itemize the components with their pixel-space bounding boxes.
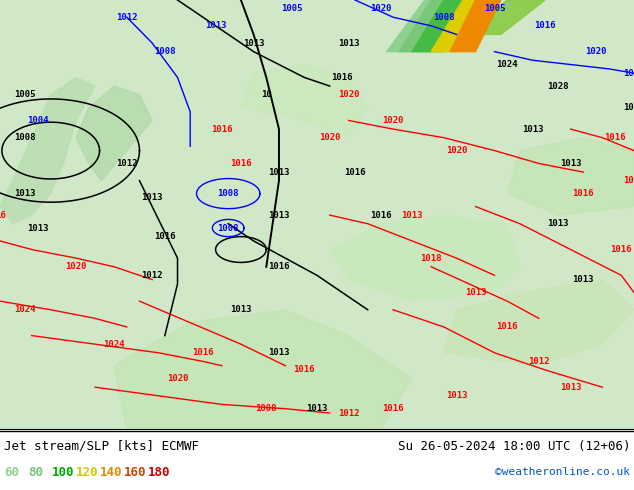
Text: 1024: 1024 [15,305,36,314]
Text: 1008: 1008 [154,47,176,56]
Text: 1013: 1013 [268,348,290,357]
Text: 1020: 1020 [370,4,391,13]
Polygon shape [412,0,476,51]
Text: 1008: 1008 [256,404,277,413]
Text: 1013: 1013 [243,39,264,48]
Text: 1020: 1020 [382,116,404,125]
Text: 1016: 1016 [623,103,634,112]
Text: 1016: 1016 [294,366,315,374]
Text: 1016: 1016 [211,124,233,134]
Text: 1013: 1013 [573,275,594,284]
Text: 140: 140 [100,466,122,479]
Text: Su 26-05-2024 18:00 UTC (12+06): Su 26-05-2024 18:00 UTC (12+06) [398,440,630,453]
Text: 1016: 1016 [332,73,353,82]
Text: 1013: 1013 [15,189,36,198]
Text: 1016: 1016 [154,232,176,241]
Polygon shape [431,0,488,51]
Text: 10: 10 [261,90,271,99]
Text: 1013: 1013 [141,194,163,202]
Text: 1016: 1016 [604,133,626,142]
Text: 1013: 1013 [230,305,252,314]
Text: 1005: 1005 [484,4,505,13]
Text: 1016: 1016 [573,189,594,198]
Polygon shape [241,65,368,138]
Text: 1008: 1008 [217,189,239,198]
Text: 60: 60 [4,466,19,479]
Text: 1013: 1013 [306,404,328,413]
Text: 1008: 1008 [433,13,455,22]
Text: 1020: 1020 [446,146,467,155]
Text: 1005: 1005 [281,4,302,13]
Text: 1012: 1012 [116,13,138,22]
Text: 1012: 1012 [338,409,359,417]
Text: 1016: 1016 [496,322,518,331]
Polygon shape [0,77,95,224]
Text: 1005: 1005 [15,90,36,99]
Text: 1013: 1013 [27,223,49,233]
Text: 16: 16 [0,211,5,220]
Text: 1012: 1012 [116,159,138,168]
Text: 1024: 1024 [496,60,518,69]
Text: 100: 100 [52,466,75,479]
Text: 1004: 1004 [27,116,49,125]
Polygon shape [114,310,412,430]
Polygon shape [444,280,634,366]
Text: 1016: 1016 [382,404,404,413]
Text: 1013: 1013 [560,383,581,392]
Polygon shape [399,0,469,51]
Polygon shape [387,0,456,51]
Text: 180: 180 [148,466,171,479]
Text: 80: 80 [28,466,43,479]
Text: 1020: 1020 [319,133,340,142]
Polygon shape [507,138,634,215]
Text: 1013: 1013 [446,392,467,400]
Polygon shape [76,86,152,181]
Polygon shape [463,0,545,34]
Text: 1013: 1013 [205,21,226,30]
Text: 1013: 1013 [547,219,569,228]
Polygon shape [450,0,501,51]
Text: 1020: 1020 [585,47,607,56]
Text: 1016: 1016 [344,168,366,176]
Text: 1018: 1018 [420,254,442,263]
Text: ©weatheronline.co.uk: ©weatheronline.co.uk [495,467,630,477]
Text: 1013: 1013 [268,168,290,176]
Text: 1013: 1013 [522,124,543,134]
Text: 160: 160 [124,466,146,479]
Text: 120: 120 [76,466,98,479]
Text: 1016: 1016 [268,262,290,271]
Text: 1016: 1016 [623,176,634,185]
Text: 1012: 1012 [528,357,550,366]
Text: 1020: 1020 [65,262,87,271]
Text: 1008: 1008 [217,223,239,233]
Text: 1016: 1016 [370,211,391,220]
Text: 1028: 1028 [547,81,569,91]
Text: 1024: 1024 [103,340,125,349]
Text: 1016: 1016 [192,348,214,357]
Text: 1016: 1016 [230,159,252,168]
Text: 1008: 1008 [15,133,36,142]
Text: 1012: 1012 [141,271,163,280]
Text: 1020: 1020 [167,374,188,383]
Text: 1013: 1013 [560,159,581,168]
Text: 1013: 1013 [268,211,290,220]
Text: 1013: 1013 [401,211,423,220]
Text: 1013: 1013 [465,288,486,297]
Text: Jet stream/SLP [kts] ECMWF: Jet stream/SLP [kts] ECMWF [4,440,199,453]
Text: 1016: 1016 [623,69,634,77]
Polygon shape [330,215,520,301]
Text: 1016: 1016 [611,245,632,254]
Text: 1013: 1013 [338,39,359,48]
Text: 1020: 1020 [338,90,359,99]
Text: 1016: 1016 [534,21,556,30]
